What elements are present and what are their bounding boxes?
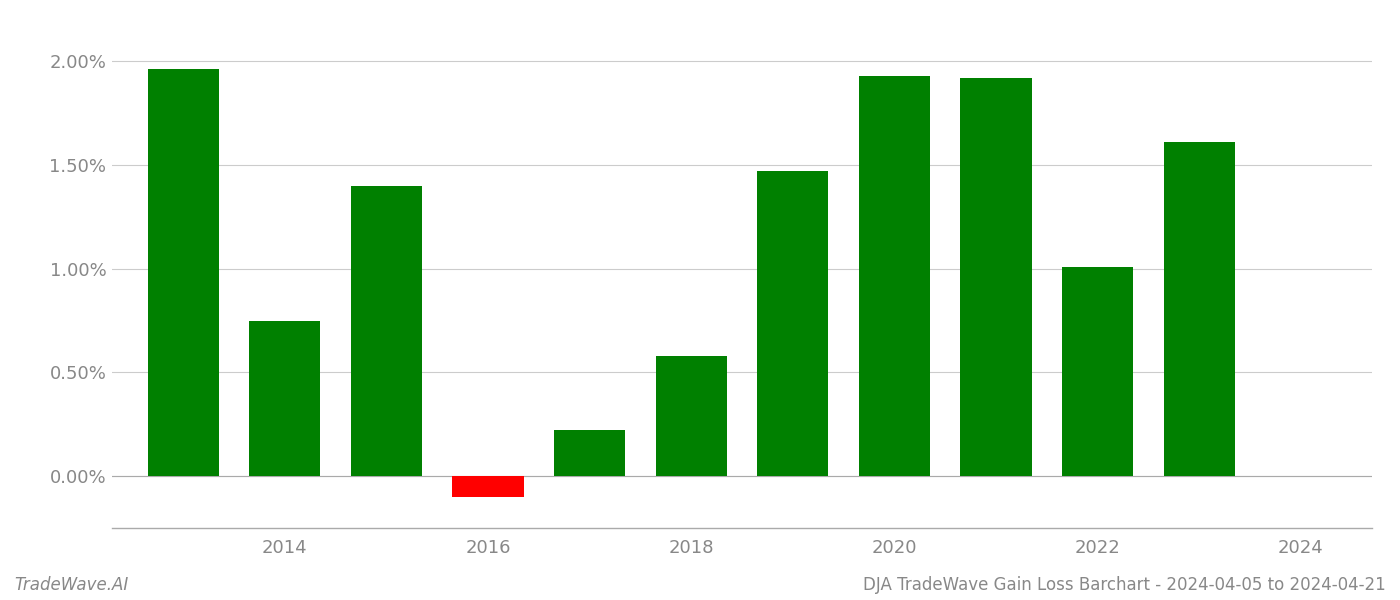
Bar (655, 356, 727, 476)
Text: DJA TradeWave Gain Loss Barchart - 2024-04-05 to 2024-04-21: DJA TradeWave Gain Loss Barchart - 2024-… (864, 576, 1386, 594)
Bar (351, 185, 421, 476)
Bar (554, 430, 626, 476)
Bar (858, 76, 930, 476)
Bar (960, 78, 1032, 476)
Text: TradeWave.AI: TradeWave.AI (14, 576, 129, 594)
Bar (147, 70, 218, 476)
Bar (1163, 142, 1235, 476)
Bar (452, 476, 524, 497)
Bar (1063, 266, 1133, 476)
Bar (757, 171, 829, 476)
Bar (249, 320, 321, 476)
